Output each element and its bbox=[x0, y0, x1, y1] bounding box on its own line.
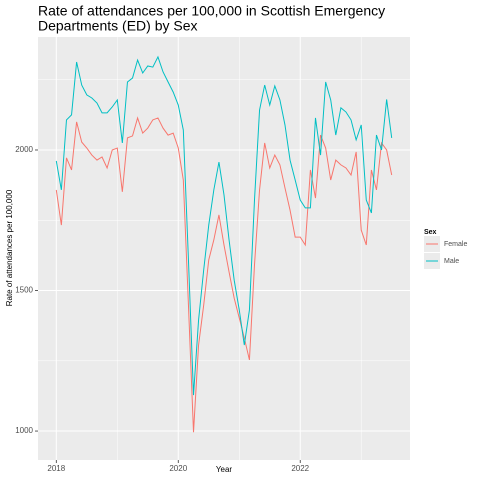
series-line bbox=[55, 55, 393, 396]
chart-title: Departments (ED) by Sex bbox=[38, 18, 198, 34]
y-tick-label: 1500 bbox=[15, 286, 33, 295]
y-tick-label: 1000 bbox=[15, 426, 33, 435]
panel bbox=[38, 37, 410, 460]
x-axis-label: Year bbox=[216, 465, 233, 474]
legend-label: Male bbox=[444, 258, 459, 265]
x-tick-label: 2022 bbox=[291, 464, 309, 473]
y-axis-label: Rate of attendances per 100,000 bbox=[5, 189, 14, 306]
legend-label: Female bbox=[444, 241, 467, 248]
legend-title: Sex bbox=[424, 229, 437, 236]
y-tick-label: 2000 bbox=[15, 145, 33, 154]
x-tick-label: 2020 bbox=[169, 464, 187, 473]
x-tick-label: 2018 bbox=[47, 464, 65, 473]
series-line bbox=[55, 116, 393, 433]
chart-title: Rate of attendances per 100,000 in Scott… bbox=[38, 3, 385, 19]
